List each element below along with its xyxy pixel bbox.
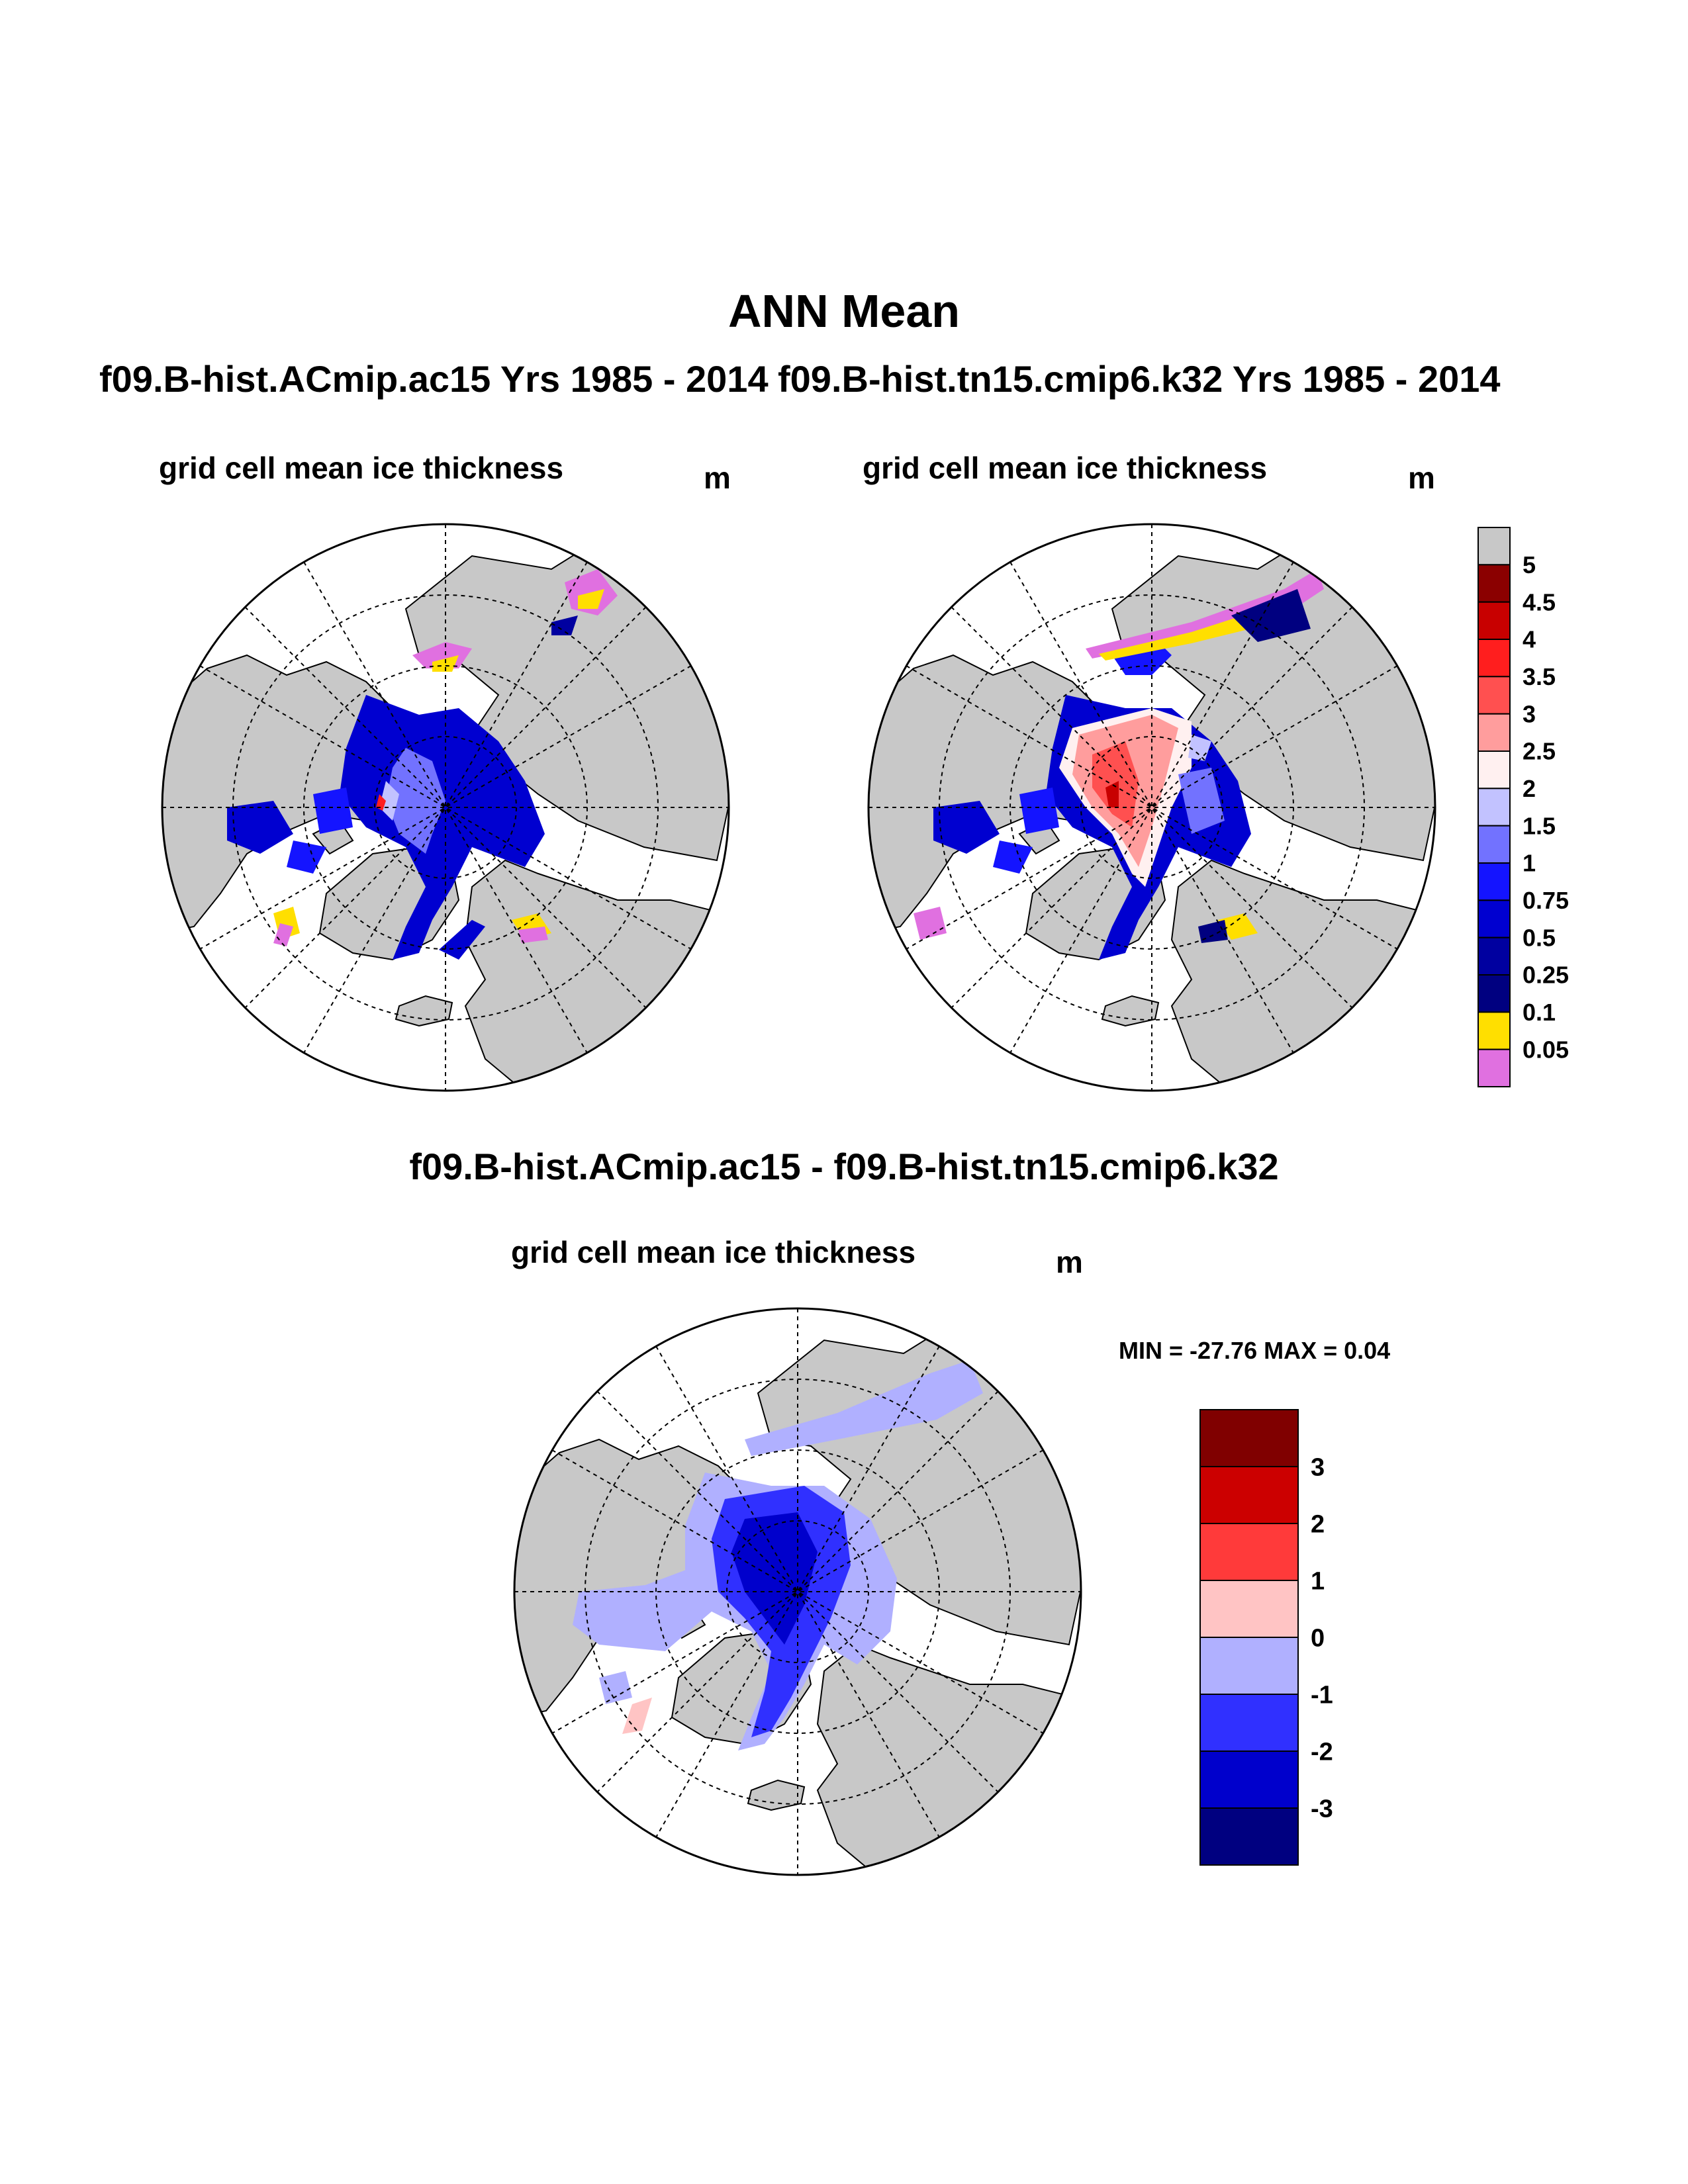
main-colorbar-tick-label: 0.75 xyxy=(1523,887,1569,914)
diff-colorbar-swatch xyxy=(1199,1409,1299,1467)
main-colorbar-tick-label: 1 xyxy=(1523,850,1536,877)
diff-min-max: MIN = -27.76 MAX = 0.04 xyxy=(1119,1337,1391,1364)
left-panel-header: f09.B-hist.ACmip.ac15 Yrs 1985 - 2014 xyxy=(99,358,769,400)
diff-colorbar-tick-label: -1 xyxy=(1311,1681,1333,1709)
main-colorbar-swatch xyxy=(1477,1011,1511,1050)
main-title: ANN Mean xyxy=(727,285,961,337)
right-map-border xyxy=(867,523,1436,1092)
right-panel-unit: m xyxy=(1408,461,1435,495)
right-map xyxy=(867,523,1436,1092)
diff-colorbar-swatch xyxy=(1199,1637,1299,1695)
main-colorbar-tick-label: 2 xyxy=(1523,775,1536,802)
main-colorbar: 5 4.5 4 3.5 3 2.5 2 1.5 1 0.75 0.5 0.25 0.1 0.05 xyxy=(1477,527,1569,1087)
diff-colorbar-tick-label: -3 xyxy=(1311,1795,1333,1823)
main-colorbar-tick-label: 1.5 xyxy=(1523,812,1556,839)
main-colorbar-swatch xyxy=(1477,936,1511,976)
diff-colorbar-tick-label: -2 xyxy=(1311,1738,1333,1766)
main-colorbar-swatch xyxy=(1477,974,1511,1013)
diff-colorbar-swatch xyxy=(1199,1523,1299,1581)
diff-colorbar-tick-label: 3 xyxy=(1311,1453,1325,1481)
main-colorbar-swatch xyxy=(1477,564,1511,603)
right-map-graticule xyxy=(868,524,1435,1091)
main-colorbar-tick-label: 3 xyxy=(1523,700,1536,727)
diff-map-border xyxy=(513,1307,1082,1876)
diff-panel-header: f09.B-hist.ACmip.ac15 - f09.B-hist.tn15.… xyxy=(409,1146,1279,1187)
right-panel-subtitle: grid cell mean ice thickness xyxy=(863,451,1268,485)
main-colorbar-tick-label: 0.5 xyxy=(1523,924,1556,951)
diff-colorbar-swatch xyxy=(1199,1466,1299,1524)
diff-colorbar-tick-label: 2 xyxy=(1311,1510,1325,1538)
main-colorbar-tick-label: 0.05 xyxy=(1523,1036,1569,1063)
left-map-border xyxy=(161,523,730,1092)
left-panel-subtitle: grid cell mean ice thickness xyxy=(159,451,564,485)
main-colorbar-swatch xyxy=(1477,527,1511,566)
left-panel-unit: m xyxy=(704,461,731,495)
diff-map-graticule xyxy=(514,1308,1081,1875)
diff-colorbar-swatch xyxy=(1199,1694,1299,1752)
main-colorbar-tick-label: 3.5 xyxy=(1523,663,1556,690)
main-colorbar-swatch xyxy=(1477,601,1511,641)
left-map xyxy=(161,523,730,1092)
main-colorbar-swatch xyxy=(1477,862,1511,901)
diff-colorbar-swatch xyxy=(1199,1807,1299,1866)
main-colorbar-tick-label: 4 xyxy=(1523,626,1536,653)
main-colorbar-swatch xyxy=(1477,676,1511,715)
diff-colorbar-swatch xyxy=(1199,1751,1299,1809)
left-map-graticule xyxy=(162,524,729,1091)
diff-panel-unit: m xyxy=(1056,1245,1083,1279)
main-colorbar-tick-label: 0.25 xyxy=(1523,962,1569,989)
left-map-ice xyxy=(227,569,618,960)
main-colorbar-swatch xyxy=(1477,899,1511,938)
main-colorbar-tick-label: 4.5 xyxy=(1523,588,1556,615)
diff-colorbar: 3 2 1 0 -1 -2 -3 xyxy=(1199,1409,1333,1866)
diff-panel-subtitle: grid cell mean ice thickness xyxy=(511,1235,916,1269)
main-colorbar-swatch xyxy=(1477,713,1511,752)
main-colorbar-swatch xyxy=(1477,825,1511,864)
diff-colorbar-swatch xyxy=(1199,1580,1299,1638)
main-colorbar-swatch xyxy=(1477,639,1511,678)
diff-colorbar-tick-label: 0 xyxy=(1311,1624,1325,1652)
main-colorbar-tick-label: 2.5 xyxy=(1523,738,1556,765)
main-colorbar-swatch xyxy=(1477,788,1511,827)
diff-colorbar-tick-label: 1 xyxy=(1311,1567,1325,1595)
diff-map xyxy=(513,1307,1082,1876)
main-colorbar-swatch xyxy=(1477,751,1511,790)
main-colorbar-tick-label: 5 xyxy=(1523,551,1536,578)
right-panel-header: f09.B-hist.tn15.cmip6.k32 Yrs 1985 - 201… xyxy=(778,358,1501,400)
main-colorbar-swatch xyxy=(1477,1048,1511,1087)
main-colorbar-tick-label: 0.1 xyxy=(1523,999,1556,1026)
